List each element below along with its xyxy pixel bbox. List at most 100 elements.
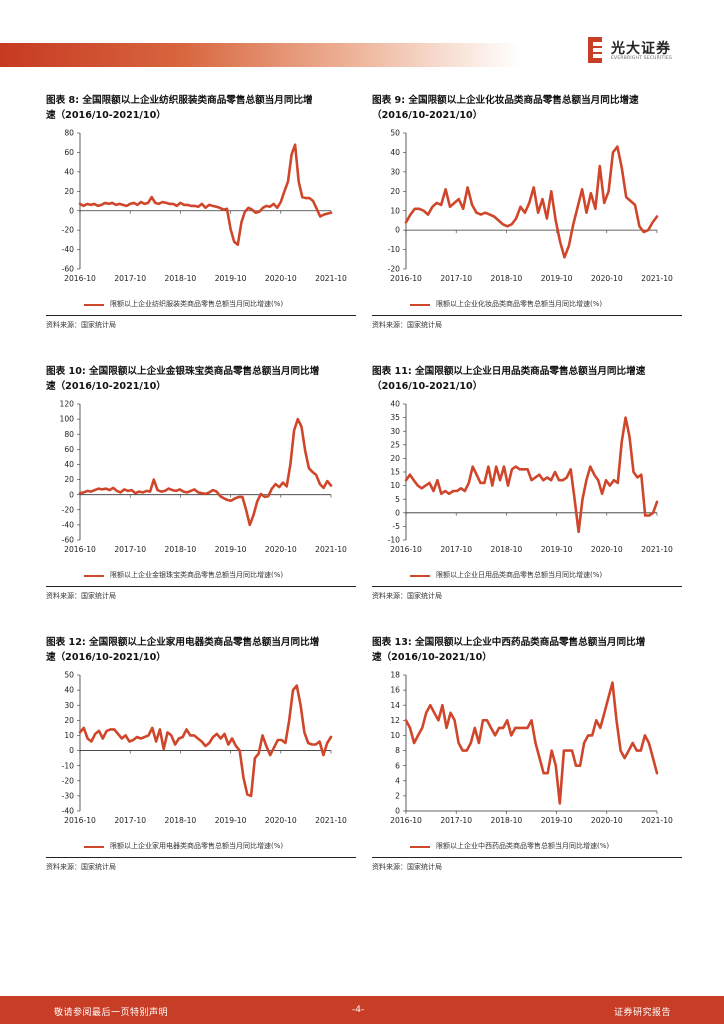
series-line (78, 143, 333, 246)
x-tick-label: 2021-10 (315, 274, 347, 283)
y-tick-label: 10 (390, 206, 400, 215)
x-tick-label: 2018-10 (165, 545, 197, 554)
header-band (0, 43, 520, 67)
y-tick-label: 0 (69, 490, 74, 499)
x-tick-label: 2021-10 (641, 816, 673, 825)
y-tick-label: -60 (62, 536, 75, 545)
chart-title-line1: 图表 13: 全国限额以上企业中西药品类商品零售总额当月同比增 (372, 637, 646, 648)
x-tick-label: 2016-10 (390, 274, 422, 283)
y-tick-label: 40 (64, 686, 74, 695)
chart-title: 图表 9: 全国限额以上企业化妆品类商品零售总额当月同比增速 （2016/10-… (372, 93, 684, 123)
footer-disclaimer: 敬请参阅最后一页特别声明 (54, 1008, 169, 1018)
x-tick-label: 2016-10 (64, 545, 96, 554)
x-tick-label: 2018-10 (165, 816, 197, 825)
y-tick-label: 30 (64, 701, 74, 710)
chart-title: 图表 13: 全国限额以上企业中西药品类商品零售总额当月同比增 速（2016/1… (372, 635, 684, 665)
y-tick-label: -60 (62, 265, 75, 274)
y-tick-label: 100 (60, 415, 75, 424)
y-tick-label: -40 (62, 807, 75, 816)
x-tick-label: 2021-10 (315, 816, 347, 825)
y-tick-label: 80 (64, 430, 74, 439)
y-tick-label: 10 (390, 731, 400, 740)
y-tick-label: 0 (395, 226, 400, 235)
chart-plot: -20 -10 0 10 20 30 40 50 2016-10 2017-10 2018-10 20… (388, 129, 673, 283)
x-tick-label: 2017-10 (114, 545, 146, 554)
x-tick-label: 2019-10 (215, 816, 247, 825)
legend-swatch (410, 575, 430, 578)
y-tick-label: 120 (60, 400, 75, 409)
footer-band (0, 996, 724, 1024)
chart-plot: -60 -40 -20 0 20 40 60 80 100 120 2016-10 2017-10 20… (60, 400, 348, 554)
chart-source: 资料来源：国家统计局 (372, 592, 442, 600)
x-tick-label: 2018-10 (491, 545, 523, 554)
chart-plot: 0 2 4 6 8 10 12 14 16 18 2016-10 2017-10 2018-10 2019… (390, 671, 673, 825)
chart-title-line2: 速（2016/10-2021/10） (46, 652, 166, 663)
y-tick-label: -40 (62, 245, 75, 254)
series-line (78, 417, 333, 527)
y-tick-label: -10 (62, 761, 75, 770)
chart-plot: -60 -40 -20 0 20 40 60 80 2016-10 2017-10 2018-10 2… (62, 129, 347, 283)
company-logo: 光大证券 EVERBRIGHT SECURITIES (588, 36, 698, 66)
y-tick-label: 6 (395, 761, 400, 770)
page-number: -4- (352, 1005, 365, 1015)
chart-source: 资料来源：国家统计局 (372, 321, 442, 329)
x-tick-label: 2018-10 (491, 274, 523, 283)
series-line (404, 145, 659, 259)
y-tick-label: -20 (62, 505, 75, 514)
x-tick-label: 2016-10 (390, 545, 422, 554)
x-tick-label: 2019-10 (541, 274, 573, 283)
y-tick-label: 40 (64, 167, 74, 176)
y-tick-label: 35 (390, 413, 400, 422)
footer-report-type: 证券研究报告 (614, 1008, 672, 1018)
chart-title-line1: 图表 12: 全国限额以上企业家用电器类商品零售总额当月同比增 (46, 637, 320, 648)
y-tick-label: -10 (388, 245, 401, 254)
y-tick-label: 40 (64, 460, 74, 469)
y-tick-label: -10 (388, 536, 401, 545)
chart-plot: -10 -5 0 5 10 15 20 25 30 35 40 2016-10 2017-10 2018-… (388, 400, 673, 554)
chart-title-line2: 速（2016/10-2021/10） (372, 652, 492, 663)
source-rule (372, 586, 682, 587)
source-rule (372, 315, 682, 316)
chart-title-line2: （2016/10-2021/10） (372, 381, 483, 392)
y-tick-label: 30 (390, 427, 400, 436)
x-tick-label: 2021-10 (641, 274, 673, 283)
y-tick-label: -5 (392, 522, 400, 531)
y-tick-label: -30 (62, 791, 75, 800)
y-tick-label: 25 (390, 440, 400, 449)
chart-title-line1: 图表 8: 全国限额以上企业纺织服装类商品零售总额当月同比增 (46, 95, 313, 106)
chart-source: 资料来源：国家统计局 (46, 592, 116, 600)
y-tick-label: 10 (390, 481, 400, 490)
y-tick-label: 20 (390, 187, 400, 196)
y-tick-label: 40 (390, 148, 400, 157)
y-tick-label: 50 (390, 129, 400, 138)
y-tick-label: -40 (62, 520, 75, 529)
legend-swatch (84, 846, 104, 849)
chart-title-line1: 图表 11: 全国限额以上企业日用品类商品零售总额当月同比增速 (372, 366, 646, 377)
x-tick-label: 2016-10 (64, 274, 96, 283)
x-tick-label: 2016-10 (64, 816, 96, 825)
x-tick-label: 2020-10 (265, 816, 297, 825)
y-tick-label: 80 (64, 129, 74, 138)
y-tick-label: 20 (64, 475, 74, 484)
chart-source: 资料来源：国家统计局 (46, 321, 116, 329)
legend-swatch (410, 304, 430, 307)
chart-plot: -40 -30 -20 -10 0 10 20 30 40 50 2016-10 2017-10 201… (62, 671, 347, 825)
x-tick-label: 2017-10 (440, 816, 472, 825)
legend-swatch (84, 575, 104, 578)
chart-title-line2: （2016/10-2021/10） (372, 110, 483, 121)
y-tick-label: -20 (62, 776, 75, 785)
chart-title-line2: 速（2016/10-2021/10） (46, 381, 166, 392)
y-tick-label: -20 (62, 226, 75, 235)
x-tick-label: 2020-10 (591, 545, 623, 554)
x-tick-label: 2020-10 (265, 274, 297, 283)
x-tick-label: 2019-10 (541, 545, 573, 554)
legend-swatch (410, 846, 430, 849)
y-tick-label: 60 (64, 445, 74, 454)
y-tick-label: 50 (64, 671, 74, 680)
y-tick-label: 4 (395, 776, 400, 785)
legend-label: 限额以上企业家用电器类商品零售总额当月同比增速(%) (110, 842, 284, 850)
x-tick-label: 2018-10 (165, 274, 197, 283)
y-tick-label: 20 (64, 716, 74, 725)
x-tick-label: 2017-10 (114, 816, 146, 825)
chart-title: 图表 8: 全国限额以上企业纺织服装类商品零售总额当月同比增 速（2016/10… (46, 93, 358, 123)
